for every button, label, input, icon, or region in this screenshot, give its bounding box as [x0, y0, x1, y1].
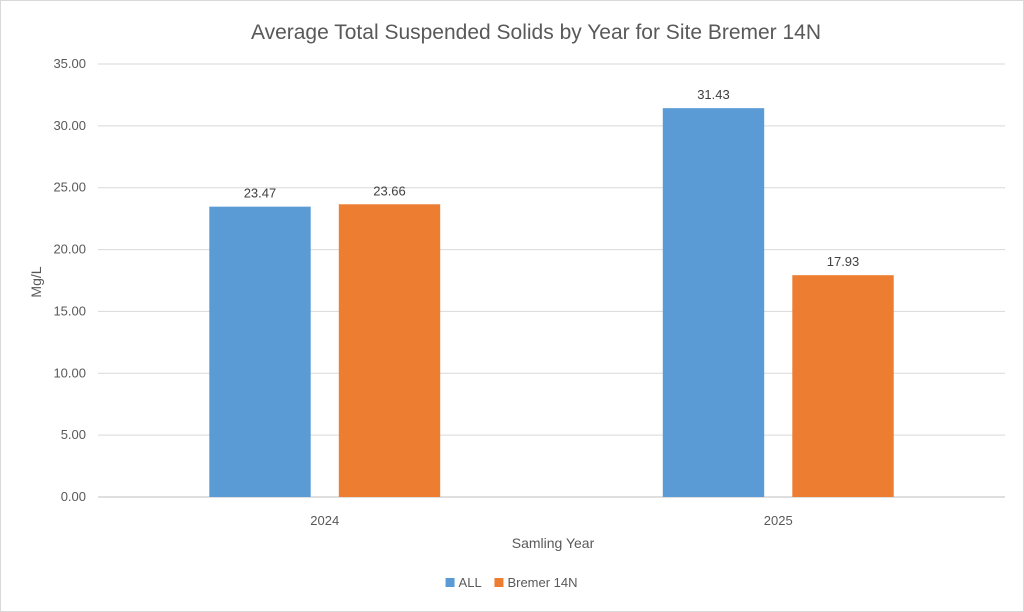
y-tick-label: 15.00 [53, 303, 86, 318]
legend-swatch [494, 578, 504, 587]
x-tick-label: 2025 [764, 513, 793, 528]
legend-swatch [445, 578, 455, 587]
bar [662, 108, 765, 497]
y-axis-ticks: 0.00 5.00 10.00 15.00 20.00 25.00 30.00 35.00 [53, 56, 86, 504]
y-tick-label: 10.00 [53, 365, 86, 380]
legend-label: ALL [459, 575, 482, 590]
chart-title: Average Total Suspended Solids by Year f… [251, 21, 821, 44]
data-label: 23.47 [244, 186, 277, 201]
x-axis-title: Samling Year [512, 535, 595, 551]
bar [792, 275, 894, 497]
y-tick-label: 30.00 [53, 118, 86, 133]
data-label: 17.93 [827, 254, 860, 269]
data-label: 23.66 [373, 183, 406, 198]
bars [209, 108, 894, 498]
y-axis-title: Mg/L [28, 266, 44, 297]
data-labels: 23.47 23.66 31.43 17.93 [244, 87, 860, 269]
bar [338, 204, 441, 498]
data-label: 31.43 [697, 87, 730, 102]
bar [209, 206, 311, 497]
y-tick-label: 20.00 [53, 242, 86, 257]
y-tick-label: 25.00 [53, 180, 86, 195]
x-tick-label: 2024 [310, 513, 339, 528]
x-axis-ticks: 2024 2025 [310, 513, 792, 528]
y-tick-label: 35.00 [53, 56, 86, 71]
y-tick-label: 0.00 [61, 489, 86, 504]
legend-label: Bremer 14N [507, 575, 577, 590]
y-tick-label: 5.00 [61, 427, 86, 442]
legend: ALL Bremer 14N [445, 575, 578, 590]
